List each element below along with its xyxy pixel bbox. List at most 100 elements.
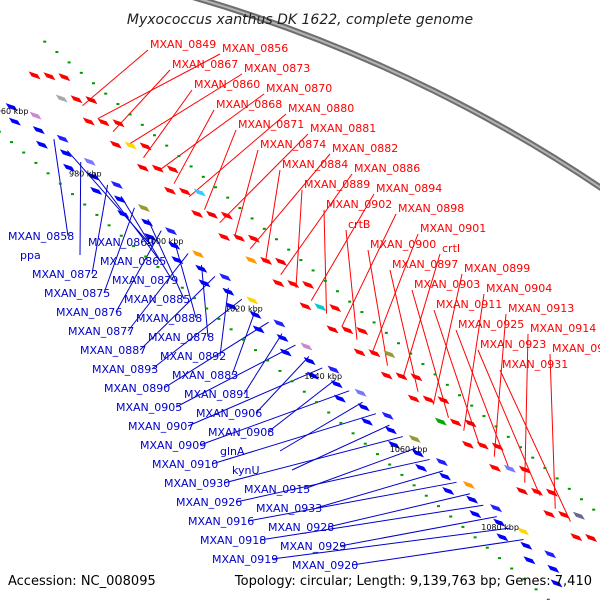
- forward-gene-arrow: [356, 327, 369, 336]
- scale-tick-label: 1040 kbp: [304, 372, 342, 381]
- reverse-gene-label: MXAN_0887: [80, 344, 146, 357]
- orf-tick: [567, 487, 571, 490]
- reverse-leader: [351, 539, 524, 566]
- scale-tick-label: 1080 kbp: [481, 523, 519, 532]
- orf-tick: [388, 463, 392, 466]
- forward-gene-arrow: [449, 418, 462, 427]
- orf-tick: [482, 415, 486, 418]
- forward-gene-arrow: [585, 533, 598, 542]
- reverse-gene-label: MXAN_0909: [140, 439, 206, 452]
- forward-gene-arrow: [28, 71, 41, 80]
- reverse-gene-label: MXAN_0928: [268, 521, 334, 534]
- reverse-leader: [53, 139, 69, 237]
- orf-tick: [58, 182, 62, 185]
- reverse-gene-arrow: [306, 371, 319, 380]
- reverse-gene-arrow: [165, 227, 178, 236]
- forward-leader: [97, 53, 221, 120]
- reverse-gene-arrow: [300, 342, 313, 351]
- forward-gene-arrow: [166, 165, 179, 174]
- reverse-gene-label: MXAN_0875: [44, 287, 110, 300]
- reverse-leader: [175, 344, 296, 408]
- forward-gene-label: MXAN_0902: [326, 198, 392, 211]
- reverse-gene-arrow: [90, 186, 103, 195]
- gene-features: [0, 40, 598, 600]
- reverse-gene-label: MXAN_0890: [104, 382, 170, 395]
- reverse-gene-label: MXAN_0872: [32, 268, 98, 281]
- orf-tick: [278, 369, 282, 372]
- orf-tick: [46, 172, 50, 175]
- forward-gene-label: MXAN_0900: [370, 238, 436, 251]
- reverse-gene-label: MXAN_0919: [212, 553, 278, 566]
- forward-gene-arrow: [558, 510, 571, 519]
- reverse-leader: [247, 481, 457, 522]
- forward-gene-arrow: [395, 372, 408, 381]
- forward-gene-arrow: [302, 280, 315, 289]
- scale-tick-label: 1060 kbp: [390, 445, 428, 454]
- reverse-leader: [339, 516, 497, 547]
- forward-leader: [158, 93, 265, 172]
- forward-gene-arrow: [218, 232, 231, 241]
- reverse-gene-arrow: [544, 550, 557, 559]
- orf-tick: [580, 498, 583, 501]
- orf-tick: [156, 265, 160, 268]
- reverse-gene-arrow: [225, 302, 238, 311]
- forward-leader: [249, 153, 331, 250]
- reverse-gene-label: MXAN_0933: [256, 502, 322, 515]
- forward-leader: [367, 249, 388, 366]
- forward-gene-label: MXAN_0871: [238, 118, 304, 131]
- reverse-gene-arrow: [381, 411, 394, 420]
- forward-leader: [295, 189, 303, 288]
- forward-gene-arrow: [112, 119, 125, 128]
- forward-gene-arrow: [164, 186, 177, 195]
- orf-tick: [201, 175, 205, 178]
- orf-tick: [494, 425, 498, 428]
- reverse-gene-arrow: [493, 518, 506, 527]
- orf-tick: [433, 373, 437, 376]
- orf-tick: [238, 207, 242, 210]
- forward-gene-label: MXAN_0874: [260, 138, 326, 151]
- reverse-gene-arrow: [360, 417, 373, 426]
- reverse-leader: [303, 447, 417, 490]
- orf-tick: [470, 404, 474, 407]
- reverse-leader: [211, 413, 377, 465]
- reverse-leader: [243, 333, 283, 395]
- forward-leader: [143, 89, 193, 158]
- orf-tick: [55, 51, 59, 54]
- forward-gene-label: crtI: [442, 242, 460, 255]
- orf-tick: [119, 234, 123, 237]
- reverse-leader: [139, 276, 216, 351]
- reverse-gene-label: MXAN_0858: [8, 230, 74, 243]
- forward-gene-arrow: [275, 257, 288, 266]
- reverse-leader: [267, 378, 337, 433]
- reverse-leader: [223, 436, 403, 484]
- orf-tick: [372, 321, 376, 324]
- forward-gene-label: MXAN_0899: [464, 262, 530, 275]
- forward-leader: [112, 69, 171, 133]
- forward-leader: [323, 209, 327, 314]
- orf-tick: [67, 61, 71, 64]
- orf-tick: [250, 217, 254, 220]
- leader-lines: [53, 49, 571, 566]
- orf-tick: [421, 363, 425, 366]
- reverse-gene-arrow: [276, 333, 289, 342]
- reverse-gene-label: ppa: [20, 249, 41, 262]
- orf-tick: [299, 259, 303, 262]
- orf-tick: [189, 165, 193, 168]
- orf-tick: [0, 130, 1, 133]
- forward-gene-label: crtB: [348, 218, 370, 231]
- forward-gene-arrow: [464, 419, 477, 428]
- reverse-gene-label: MXAN_0907: [128, 420, 194, 433]
- genome-backbone: [191, 0, 600, 192]
- orf-tick: [193, 297, 196, 300]
- orf-tick: [384, 331, 388, 334]
- orf-tick: [214, 186, 217, 189]
- reverse-gene-label: MXAN_0915: [244, 483, 310, 496]
- orf-tick: [363, 442, 367, 445]
- reverse-gene-arrow: [219, 273, 232, 282]
- orf-tick: [461, 525, 465, 528]
- reverse-gene-label: MXAN_0869: [88, 236, 154, 249]
- reverse-gene-arrow: [246, 296, 259, 305]
- orf-tick: [254, 349, 257, 352]
- forward-gene-arrow: [97, 118, 110, 127]
